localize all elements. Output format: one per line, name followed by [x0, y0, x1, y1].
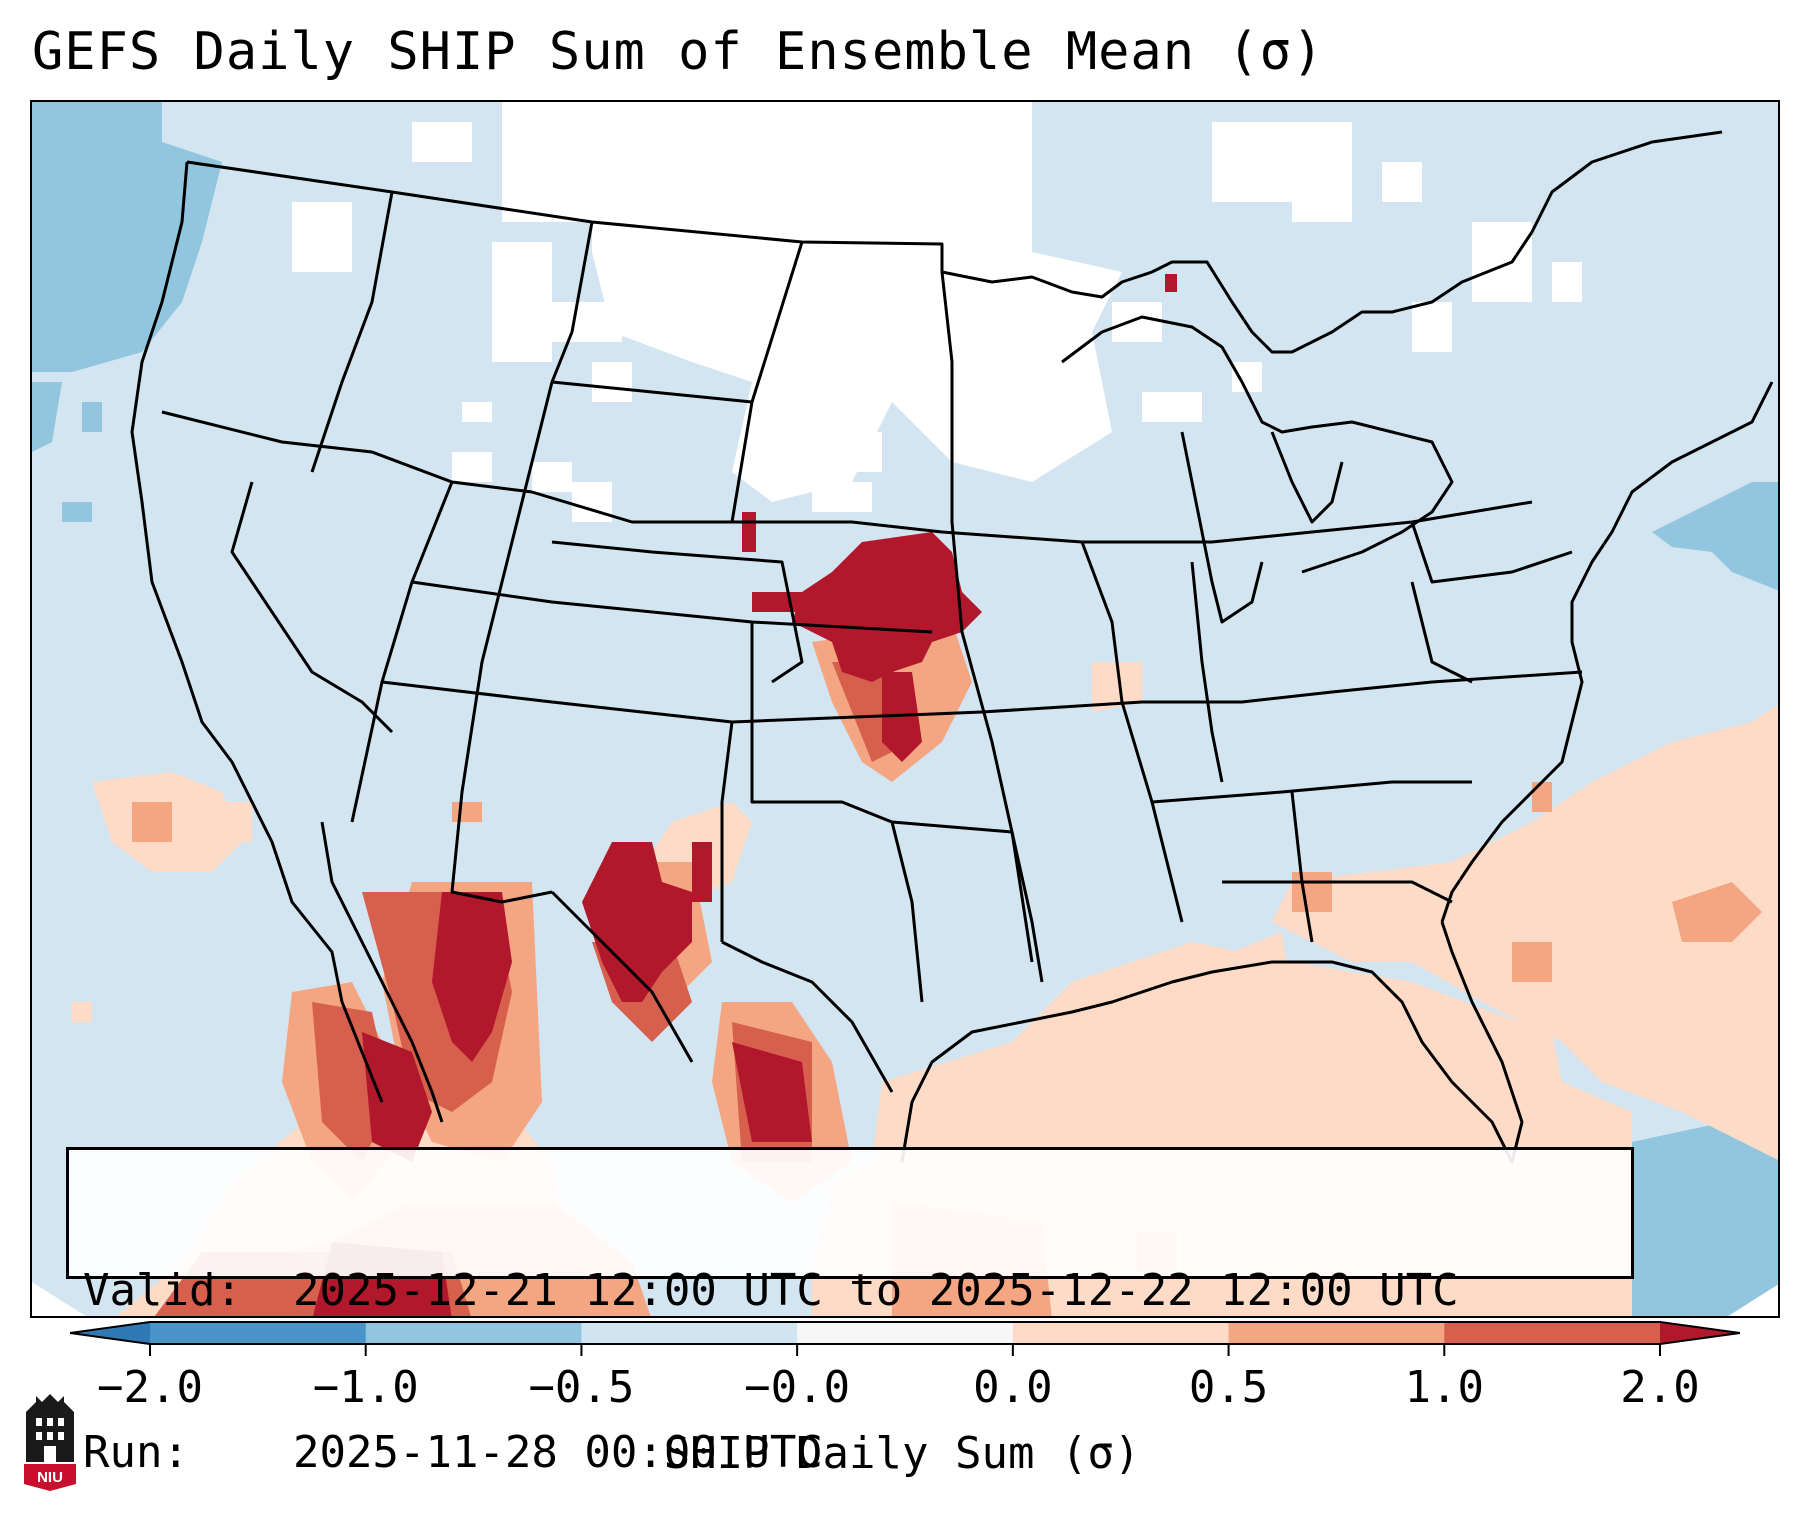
colorbar-tick-label: 1.0 [1404, 1362, 1485, 1413]
colorbar-label: SHIP Daily Sum (σ) [663, 1428, 1141, 1479]
colorbar [70, 1321, 1740, 1356]
valid-run-box: Valid: 2025-12-21 12:00 UTC to 2025-12-22… [66, 1147, 1634, 1478]
run-row: Run: 2025-11-28 00:00 UTC [83, 1426, 1631, 1480]
colorbar-bin [1228, 1322, 1445, 1344]
neutral-areas [292, 102, 1582, 522]
valid-row: Valid: 2025-12-21 12:00 UTC to 2025-12-22… [83, 1264, 1631, 1318]
colorbar-tick-label: −2.0 [97, 1362, 203, 1413]
colorbar-tick-label: 0.0 [973, 1362, 1053, 1413]
colorbar-tick-label: 0.5 [1188, 1362, 1269, 1413]
colorbar-tick-label: 2.0 [1620, 1362, 1700, 1413]
colorbar-bin [365, 1322, 582, 1344]
colorbar-extend-high [1660, 1322, 1740, 1344]
colorbar-bin [150, 1322, 367, 1344]
valid-value: 2025-12-21 12:00 UTC to 2025-12-22 12:00… [293, 1265, 1459, 1316]
boundaries [130, 130, 1774, 1164]
chart-title: GEFS Daily SHIP Sum of Ensemble Mean (σ) [32, 22, 1325, 82]
extreme-positive-areas [313, 274, 1177, 1316]
valid-label: Valid: [83, 1265, 242, 1316]
negative-areas [32, 102, 1778, 1316]
colorbar-bin [1012, 1322, 1230, 1344]
svg-text:NIU: NIU [37, 1469, 63, 1486]
colorbar-tick-label: −0.0 [744, 1362, 851, 1413]
run-value: 2025-11-28 00:00 UTC [293, 1427, 823, 1478]
colorbar-bin [797, 1322, 1014, 1344]
colorbar-tick-label: −1.0 [312, 1362, 419, 1413]
map-panel [30, 100, 1780, 1318]
niu-logo: NIU [24, 1394, 76, 1491]
colorbar-segments [70, 1321, 1740, 1356]
ship-map [32, 102, 1778, 1316]
colorbar-bin [1444, 1322, 1661, 1344]
colorbar-extend-low [70, 1322, 150, 1344]
run-label: Run: [83, 1427, 189, 1478]
colorbar-bin [581, 1322, 798, 1344]
colorbar-tick-label: −0.5 [528, 1362, 635, 1413]
